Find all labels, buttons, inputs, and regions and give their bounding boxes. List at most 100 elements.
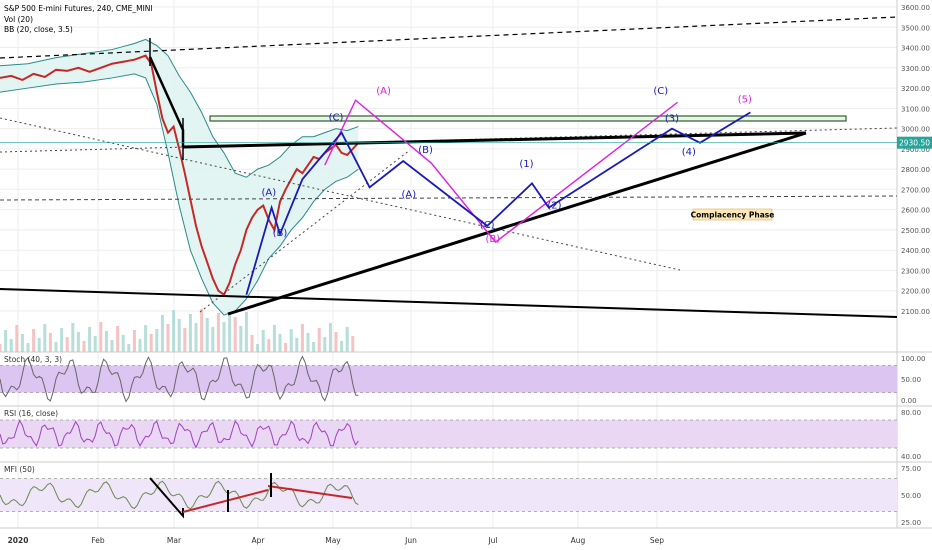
volume-bar xyxy=(138,339,142,352)
volume-bar xyxy=(99,322,103,352)
volume-bar xyxy=(32,329,36,352)
volume-bar xyxy=(166,324,170,352)
bollinger-lower-line xyxy=(0,73,359,316)
stoch-title: Stoch (40, 3, 3) xyxy=(4,355,62,364)
volume-bar xyxy=(43,324,47,352)
volume-bar xyxy=(121,335,125,352)
volume-bar xyxy=(317,328,321,352)
rsi-tick-label: 80.00 xyxy=(901,409,921,417)
volume-bar xyxy=(211,327,215,352)
volume-bar xyxy=(244,312,248,352)
volume-bar xyxy=(132,330,136,352)
volume-bar xyxy=(104,331,108,352)
wave-label: (3) xyxy=(665,114,679,125)
volume-bar xyxy=(48,333,52,352)
volume-bar xyxy=(116,326,120,352)
mfi-line xyxy=(0,480,359,510)
time-tick-label: May xyxy=(325,536,341,545)
volume-bar xyxy=(256,344,260,352)
mfi-title: MFI (50) xyxy=(4,465,35,474)
volume-bar xyxy=(37,338,41,352)
price-tick-label: 3500.00 xyxy=(901,24,930,32)
volume-bar xyxy=(345,327,349,352)
volume-bar xyxy=(267,339,271,352)
rsi-tick-label: 40.00 xyxy=(901,453,921,461)
volume-bar xyxy=(4,330,8,352)
last-price-label: 2930.50 xyxy=(899,139,930,148)
dashed-support-line xyxy=(0,195,898,201)
volume-bar xyxy=(15,325,19,352)
time-tick-label: Jun xyxy=(404,536,417,545)
volume-bar xyxy=(0,344,2,352)
wave-label: (5) xyxy=(738,94,752,105)
volume-bar xyxy=(26,343,30,352)
price-tick-label: 3100.00 xyxy=(901,105,930,113)
stoch-line xyxy=(0,355,359,403)
volume-bar xyxy=(284,343,288,352)
volume-bar xyxy=(60,328,64,352)
last-price-badge xyxy=(897,136,932,149)
volume-bar xyxy=(54,342,58,352)
price-tick-label: 2500.00 xyxy=(901,227,930,235)
wave-label: (A) xyxy=(401,190,416,201)
volume-bar xyxy=(88,327,92,352)
volume-bar xyxy=(20,334,24,352)
price-tick-label: 3200.00 xyxy=(901,85,930,93)
volume-bar xyxy=(65,337,69,352)
wave-label: (C) xyxy=(480,220,495,231)
time-tick-label: Apr xyxy=(252,536,266,545)
volume-bar xyxy=(340,341,344,352)
wave-label: (C) xyxy=(653,86,668,97)
wave-label: (B) xyxy=(418,145,433,156)
volume-bar xyxy=(278,334,282,352)
lower-support-line xyxy=(0,288,898,318)
dotted-rising-line xyxy=(199,149,411,313)
resistance-zone-box xyxy=(209,115,847,122)
volume-bar xyxy=(194,323,198,352)
triangle-bottom-line xyxy=(227,131,807,316)
volume-bar xyxy=(9,339,13,352)
rsi-band xyxy=(0,420,897,448)
wave-label: (4) xyxy=(682,147,696,158)
stoch-tick-label: 50.00 xyxy=(901,376,921,384)
upper-dashed-trendline xyxy=(0,16,898,59)
indicator-legend: BB (20, close, 3.5) xyxy=(4,25,73,34)
wave-label: (B) xyxy=(273,228,288,239)
mfi-tick-label: 50.00 xyxy=(901,492,921,500)
time-tick-label: Aug xyxy=(571,536,586,545)
volume-bar xyxy=(323,337,327,352)
price-tick-label: 2100.00 xyxy=(901,308,930,316)
price-tick-label: 3600.00 xyxy=(901,4,930,12)
volume-bar xyxy=(216,313,220,352)
wave-label: (A) xyxy=(376,86,391,97)
volume-bar xyxy=(82,341,86,352)
volume-bar xyxy=(205,318,209,352)
mfi-red-line-1 xyxy=(182,489,269,513)
price-tick-label: 2800.00 xyxy=(901,166,930,174)
time-tick-label: Feb xyxy=(91,536,105,545)
price-tick-label: 3000.00 xyxy=(901,126,930,134)
volume-bar xyxy=(172,310,176,352)
wave-label: (1) xyxy=(519,159,533,170)
time-tick-label: 2020 xyxy=(8,536,29,545)
volume-bar xyxy=(261,330,265,352)
time-tick-label: Sep xyxy=(650,536,664,545)
volume-bar xyxy=(110,340,114,352)
volume-bar xyxy=(228,308,232,352)
volume-bar xyxy=(300,324,304,352)
price-tick-label: 2300.00 xyxy=(901,267,930,275)
stoch-tick-label: 100.00 xyxy=(901,355,926,363)
rsi-title: RSI (16, close) xyxy=(4,409,58,418)
triangle-top-line xyxy=(182,131,807,149)
volume-bar xyxy=(71,323,75,352)
blue-wave-projection xyxy=(245,111,751,296)
stoch-band xyxy=(0,365,897,393)
volume-bar xyxy=(272,325,276,352)
volume-bar xyxy=(155,329,159,352)
price-tick-label: 2700.00 xyxy=(901,186,930,194)
volume-bar xyxy=(93,336,97,352)
wave-label: (A) xyxy=(261,187,276,198)
volume-bar xyxy=(233,317,237,352)
